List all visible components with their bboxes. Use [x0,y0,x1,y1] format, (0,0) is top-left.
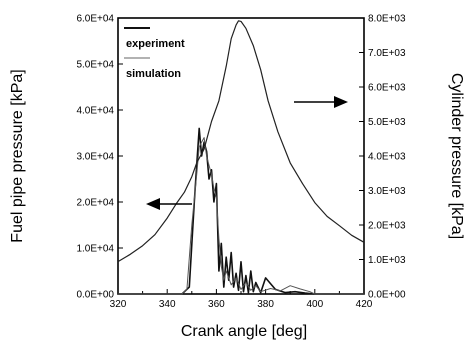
left-tick-label: 5.0E+04 [76,60,114,71]
right-tick-label: 8.0E+03 [368,14,406,25]
x-tick-label: 420 [356,299,373,310]
x-tick-label: 340 [159,299,176,310]
left-tick-label: 6.0E+04 [76,14,114,25]
legend-label-simulation: simulation [126,68,181,80]
plot-border [117,17,365,295]
series-line-simulation [118,137,364,295]
right-axis-ticks: 0.0E+00 1.0E+03 2.0E+03 3.0E+03 4.0E+03 5.0E+… [359,14,406,301]
legend-label-experiment: experiment [126,38,185,50]
left-tick-label: 3.0E+04 [76,152,114,163]
right-tick-label: 7.0E+03 [368,48,406,59]
legend: experiment simulation [124,27,185,80]
x-tick-label: 320 [110,299,127,310]
right-tick-label: 4.0E+03 [368,152,406,163]
right-tick-label: 1.0E+03 [368,255,406,266]
left-tick-label: 1.0E+04 [76,244,114,255]
right-tick-label: 0.0E+00 [368,290,406,301]
series-line-cylinder-pressure [117,20,365,263]
right-tick-label: 5.0E+03 [368,117,406,128]
left-axis-title: Fuel pipe pressure [kPa] [9,69,26,242]
right-tick-label: 6.0E+03 [368,83,406,94]
x-tick-label: 400 [306,299,323,310]
series-line-experiment [118,127,364,295]
x-tick-label: 380 [257,299,274,310]
left-tick-label: 2.0E+04 [76,198,114,209]
plot-frame [117,17,365,295]
right-axis-title: Cylinder pressure [kPa] [448,73,465,239]
right-tick-label: 3.0E+03 [368,186,406,197]
x-tick-label: 360 [208,299,225,310]
x-axis-title: Crank angle [deg] [181,323,307,340]
left-tick-label: 0.0E+00 [76,290,114,301]
series-group [117,20,365,295]
right-tick-label: 2.0E+03 [368,221,406,232]
left-tick-label: 4.0E+04 [76,106,114,117]
arrow-right-head [334,96,348,108]
annotation-arrows [146,96,348,210]
left-axis-ticks: 0.0E+00 1.0E+04 2.0E+04 3.0E+04 4.0E+04 5.0E+… [76,14,123,301]
x-axis-ticks: 320 340 360 380 400 420 [110,289,373,310]
arrow-left-head [146,198,160,210]
